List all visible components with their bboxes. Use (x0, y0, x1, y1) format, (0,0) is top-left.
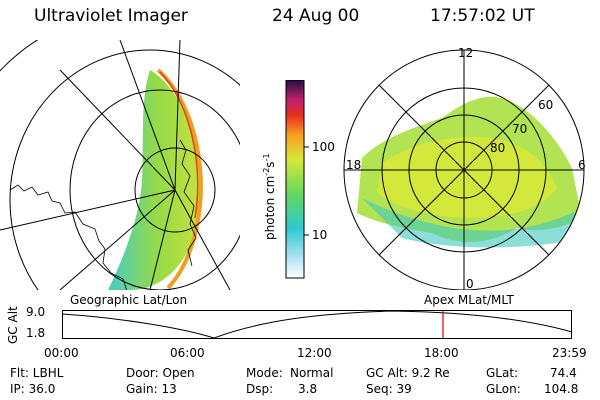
colorbar (285, 80, 309, 279)
info-dsp-label: Dsp: (246, 382, 274, 396)
left-panel-caption: Geographic Lat/Lon (70, 293, 188, 307)
info-seq: Seq: 39 (366, 382, 412, 396)
mlt-label-18: 18 (346, 158, 362, 172)
instrument-title: Ultraviolet Imager (34, 6, 188, 26)
time-tick-2359: 23:59 (552, 346, 587, 360)
mlat-label-60: 60 (538, 98, 554, 112)
mlt-label-6: 6 (578, 158, 586, 172)
polar-mlat-mlt-plot (343, 49, 585, 290)
right-panel-caption: Apex MLat/MLT (424, 293, 514, 307)
time-tick-1800: 18:00 (424, 346, 459, 360)
info-glat-value: 74.4 (550, 366, 577, 380)
colorbar-label: photon cm-2s-1 (262, 153, 277, 240)
colorbar-tick-100: 100 (312, 140, 335, 154)
observation-date: 24 Aug 00 (272, 6, 360, 26)
altitude-tick-low: 1.8 (26, 326, 46, 340)
orbit-altitude-curve (62, 310, 573, 339)
info-glat-label: GLat: (486, 366, 519, 380)
auroral-oval-image (108, 70, 203, 290)
mlt-label-12: 12 (458, 46, 474, 60)
mlat-label-70: 70 (512, 122, 528, 136)
info-mode-label: Mode: (246, 366, 283, 380)
mlat-label-80: 80 (490, 141, 506, 155)
altitude-axis-label: GC Alt (6, 306, 20, 344)
info-door: Door: Open (126, 366, 195, 380)
info-glon-label: GLon: (486, 382, 521, 396)
altitude-tick-high: 9.0 (26, 305, 46, 319)
time-tick-1200: 12:00 (297, 346, 332, 360)
info-glon-value: 104.8 (544, 382, 579, 396)
info-gain: Gain: 13 (126, 382, 177, 396)
info-dsp-value: 3.8 (298, 382, 318, 396)
altitude-timeline-plot (62, 310, 573, 339)
time-tick-0600: 06:00 (170, 346, 205, 360)
info-filter: Flt: LBHL (10, 366, 64, 380)
info-gcalt: GC Alt: 9.2 Re (366, 366, 450, 380)
info-mode-value: Normal (290, 366, 334, 380)
colorbar-tick-10: 10 (312, 228, 328, 242)
observation-time: 17:57:02 UT (430, 6, 535, 26)
time-tick-0000: 00:00 (44, 346, 79, 360)
geographic-map-panel (0, 40, 240, 290)
info-ip: IP: 36.0 (10, 382, 56, 396)
mlt-label-0: 0 (466, 277, 474, 291)
